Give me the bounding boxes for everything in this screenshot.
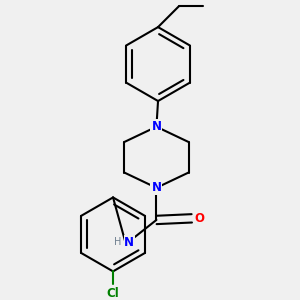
Text: O: O [195,212,205,225]
Text: N: N [152,181,161,194]
Text: N: N [152,120,161,133]
Text: N: N [124,236,134,249]
Text: Cl: Cl [107,287,119,300]
Text: H: H [114,237,121,248]
